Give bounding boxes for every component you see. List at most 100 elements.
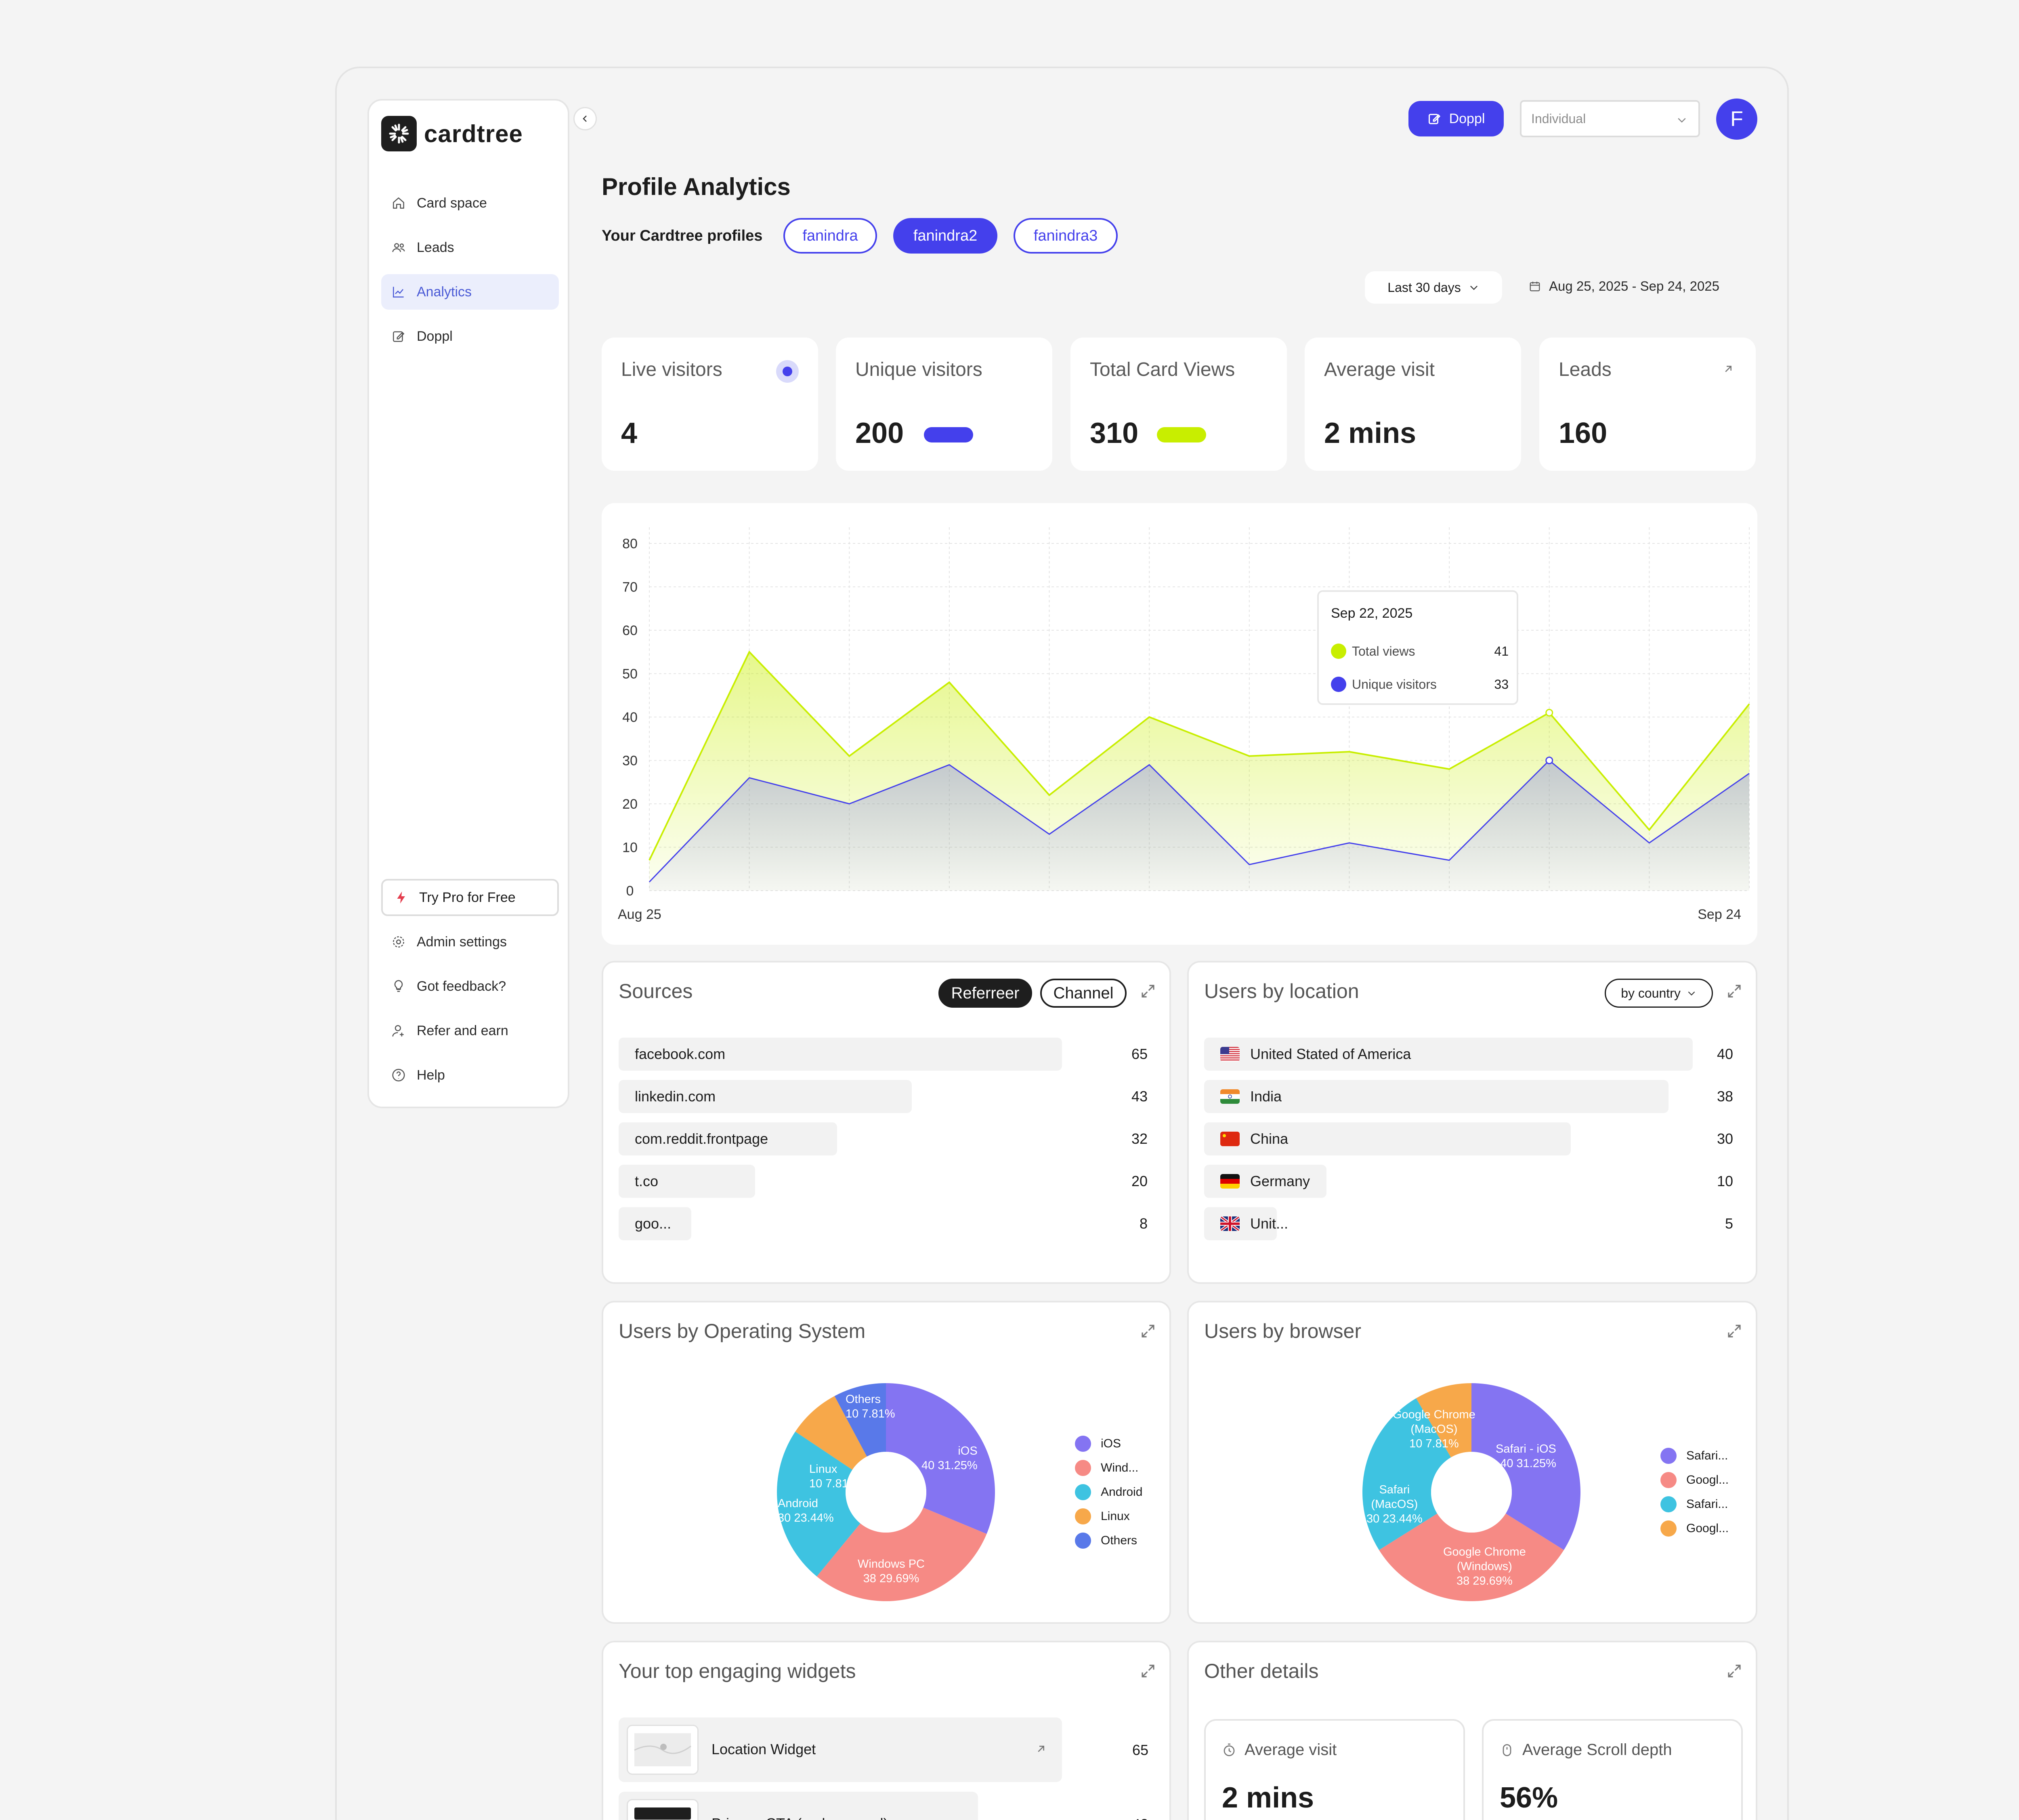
tooltip-series-name: Unique visitors [1352,677,1437,692]
legend-label: Safari... [1686,1497,1728,1511]
sidebar-item-refer[interactable]: Refer and earn [381,1013,559,1048]
expand-icon[interactable] [1140,1663,1156,1680]
users-icon [392,243,405,252]
donut-slice [886,1383,995,1534]
date-range-display[interactable]: Aug 25, 2025 - Sep 24, 2025 [1529,279,1719,294]
y-tick-label: 30 [622,753,638,769]
expand-icon[interactable] [1140,1323,1156,1340]
series-area [649,760,1749,891]
location-panel: Users by location by country United Stat… [1187,961,1757,1284]
channel-toggle[interactable]: Channel [1040,979,1127,1008]
date-range-dropdown[interactable]: Last 30 days [1365,271,1502,304]
timer-icon [1224,1743,1235,1756]
list-item-label: India [1220,1088,1282,1105]
sidebar-item-leads[interactable]: Leads [381,230,559,265]
y-tick-label: 40 [622,710,638,725]
chevron-down-icon [1688,991,1695,996]
legend-item: Others [1075,1529,1142,1553]
panel-title: Users by location [1204,980,1359,1002]
widget-name: Location Widget [711,1741,816,1757]
list-item-label: linkedin.com [635,1088,716,1105]
sidebar-item-label: Leads [417,239,454,255]
list-item-label: China [1220,1130,1288,1147]
donut-slice-label: iOS 40 31.25% [921,1445,978,1472]
list-item-count: 40 [1717,1046,1733,1062]
brand-logo[interactable]: cardtree [381,116,523,151]
list-item-count: 5 [1725,1215,1733,1232]
expand-icon[interactable] [1140,983,1156,1000]
sidebar-item-label: Doppl [417,328,453,344]
y-tick-label: 60 [622,623,638,638]
date-range-dropdown-label: Last 30 days [1387,280,1461,295]
stat-card-average-visit: Average visit 2 mins [1305,338,1521,471]
list-item-label: goo... [635,1215,672,1232]
account-type-select[interactable]: Individual [1520,100,1700,137]
tooltip-date: Sep 22, 2025 [1331,606,1413,621]
stat-value: 160 [1559,417,1608,449]
list-item-label: facebook.com [635,1046,726,1062]
series-line [649,759,1750,883]
legend-dot [1075,1508,1091,1524]
visits-chart-svg: 0 10 20 30 40 50 60 70 80 Aug 25 Sep 24 [618,527,1750,922]
location-filter-label: by country [1621,985,1681,1000]
sidebar-item-card-space[interactable]: Card space [381,185,559,221]
sidebar-item-feedback[interactable]: Got feedback? [381,969,559,1004]
legend-item: Linux [1075,1504,1142,1529]
sidebar-item-doppl[interactable]: Doppl [381,319,559,354]
widgets-panel: Your top engaging widgets Location Widge… [602,1641,1171,1820]
sidebar-item-analytics[interactable]: Analytics [381,274,559,310]
x-tick-label: Sep 24 [1698,907,1741,922]
tooltip-series-value: 33 [1494,677,1509,692]
collapse-sidebar-button[interactable] [573,107,597,130]
china-flag-icon [1220,1132,1240,1146]
user-icon [392,1025,404,1037]
stat-label: Leads [1559,359,1612,380]
donut-slice-label: Windows PC 38 29.69% [858,1558,925,1585]
os-panel: Users by Operating System iOS 40 31.25% Wi… [602,1301,1171,1624]
referrer-toggle[interactable]: Referreer [938,979,1032,1008]
profile-chip-fanindra2[interactable]: fanindra2 [893,218,997,254]
list-item-count: 30 [1717,1130,1733,1147]
location-filter-dropdown[interactable]: by country [1605,979,1713,1008]
stat-card-unique-visitors: Unique visitors 200 [836,338,1052,471]
highlighted-data-point [1545,709,1553,717]
legend-dot [1075,1460,1091,1476]
list-item-count: 38 [1717,1088,1733,1105]
sidebar-item-help[interactable]: Help [381,1057,559,1093]
try-pro-button[interactable]: Try Pro for Free [381,879,559,916]
expand-icon[interactable] [1726,983,1743,1000]
sidebar-item-label: Help [417,1067,445,1083]
donut-slice [1362,1398,1451,1550]
donut-slice-label: Safari (MacOS) 30 23.44% [1366,1483,1423,1525]
legend-item: Safari... [1660,1444,1729,1468]
stat-card-leads[interactable]: Leads 160 [1539,338,1756,471]
profile-chip-fanindra3[interactable]: fanindra3 [1014,218,1118,254]
value-bar [619,1165,755,1198]
value-bar [1204,1207,1277,1240]
visits-chart: 0 10 20 30 40 50 60 70 80 Aug 25 Sep 24 Sep 22, 20… [602,503,1757,945]
panel-title: Users by browser [1204,1320,1361,1342]
stat-label: Total Card Views [1090,359,1235,380]
chevron-down-icon [1470,285,1478,290]
sidebar-item-admin-settings[interactable]: Admin settings [381,924,559,960]
legend-label: Googl... [1686,1473,1729,1487]
expand-icon[interactable] [1726,1323,1743,1340]
widget-row-location[interactable]: Location Widget [619,1717,1062,1782]
list-item-count: 20 [1131,1173,1148,1189]
mini-card-label: Average visit [1222,1741,1337,1759]
widget-count: 65 [1132,1742,1148,1758]
widget-row-primary-cta[interactable]: Primary CTA (on hero card) [619,1792,978,1820]
legend-item: Googl... [1660,1468,1729,1492]
mini-card-value: 56% [1500,1782,1558,1814]
list-item-label: United Stated of America [1220,1046,1411,1063]
mini-card-label-text: Average visit [1245,1741,1337,1759]
avatar[interactable]: F [1716,99,1757,140]
list-item-count: 32 [1131,1130,1148,1147]
donut-slice-label: Google Chrome (Windows) 38 29.69% [1443,1545,1526,1587]
chart-tooltip: Sep 22, 2025 Total views 41 Unique visit… [1317,590,1518,705]
india-flag-icon [1220,1089,1240,1104]
expand-icon[interactable] [1726,1663,1743,1680]
doppl-button[interactable]: Doppl [1408,101,1504,136]
donut-slice [1416,1383,1471,1457]
profile-chip-fanindra[interactable]: fanindra [783,218,877,254]
